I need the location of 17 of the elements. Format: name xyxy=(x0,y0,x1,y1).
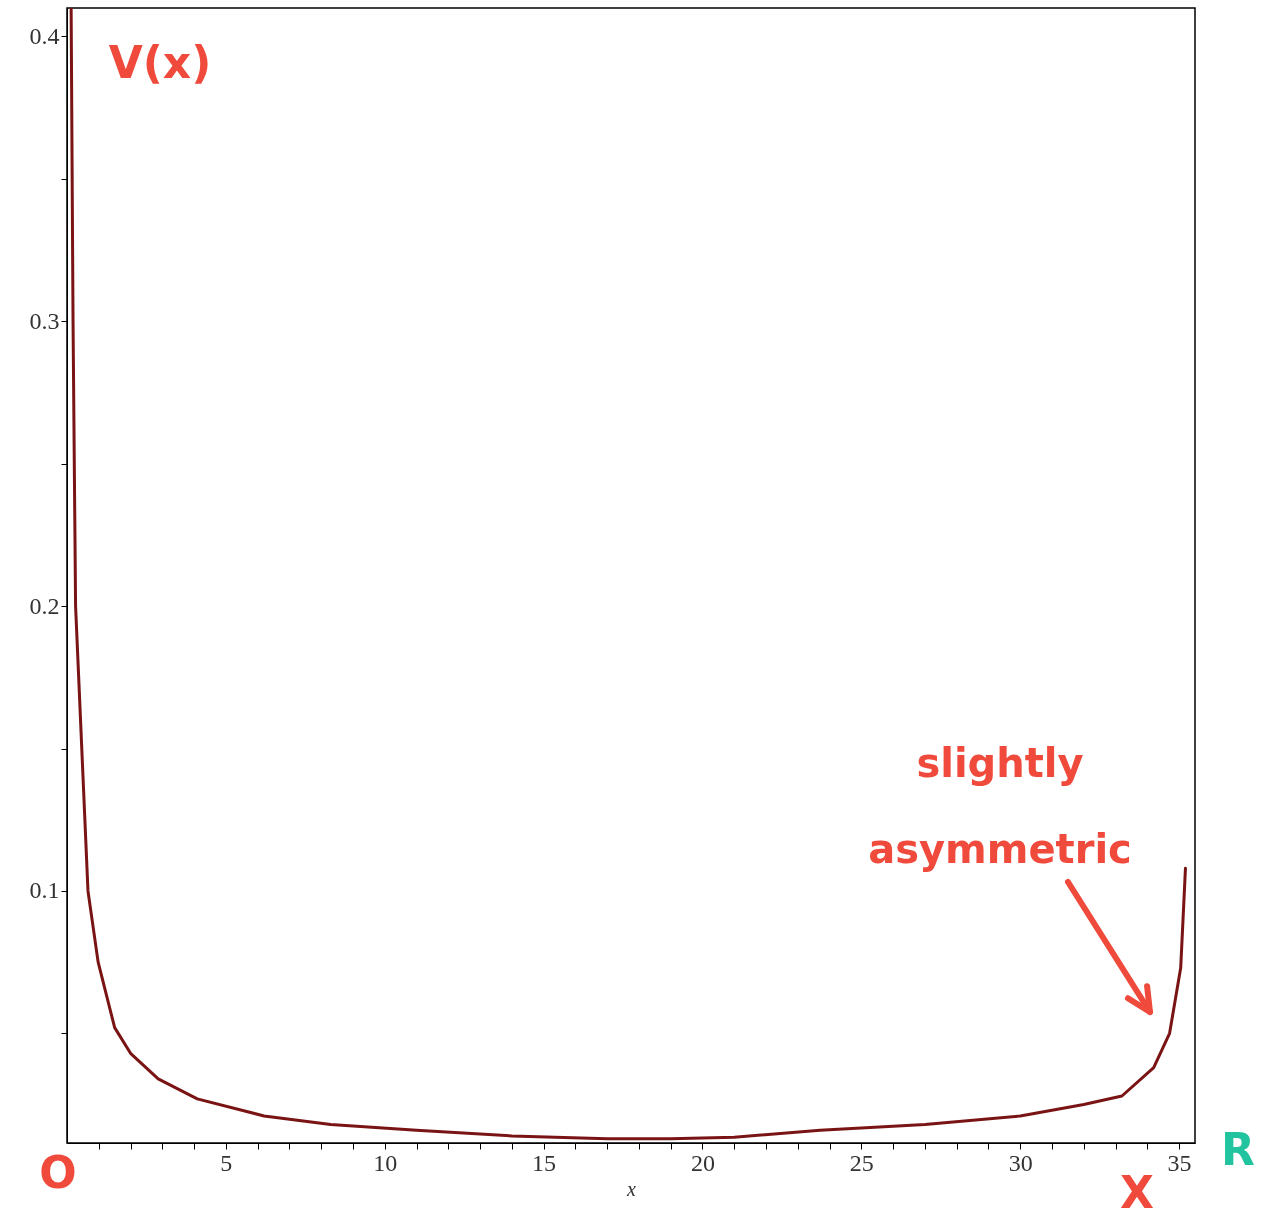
annotation: slightly asymmetric xyxy=(868,740,1132,872)
x-tick-label: 10 xyxy=(373,1149,398,1176)
y-tick-label: 0.1 xyxy=(29,877,60,904)
text: X xyxy=(1120,1167,1155,1218)
x-tick-label: 5 xyxy=(220,1149,233,1176)
annotation: V(x) xyxy=(108,37,212,88)
y-tick-label: 0.4 xyxy=(29,22,60,49)
y-tick-label: 0.2 xyxy=(29,592,60,619)
x-tick-label: 20 xyxy=(690,1149,715,1176)
text: R xyxy=(1221,1124,1255,1175)
text: O xyxy=(39,1147,77,1198)
x-tick-label: 15 xyxy=(532,1149,557,1176)
x-tick-label: 30 xyxy=(1008,1149,1033,1176)
y-tick-label: 0.3 xyxy=(29,307,60,334)
x-tick-label: 35 xyxy=(1167,1149,1192,1176)
x-axis-title: x xyxy=(626,1177,637,1200)
x-tick-label: 25 xyxy=(849,1149,874,1176)
